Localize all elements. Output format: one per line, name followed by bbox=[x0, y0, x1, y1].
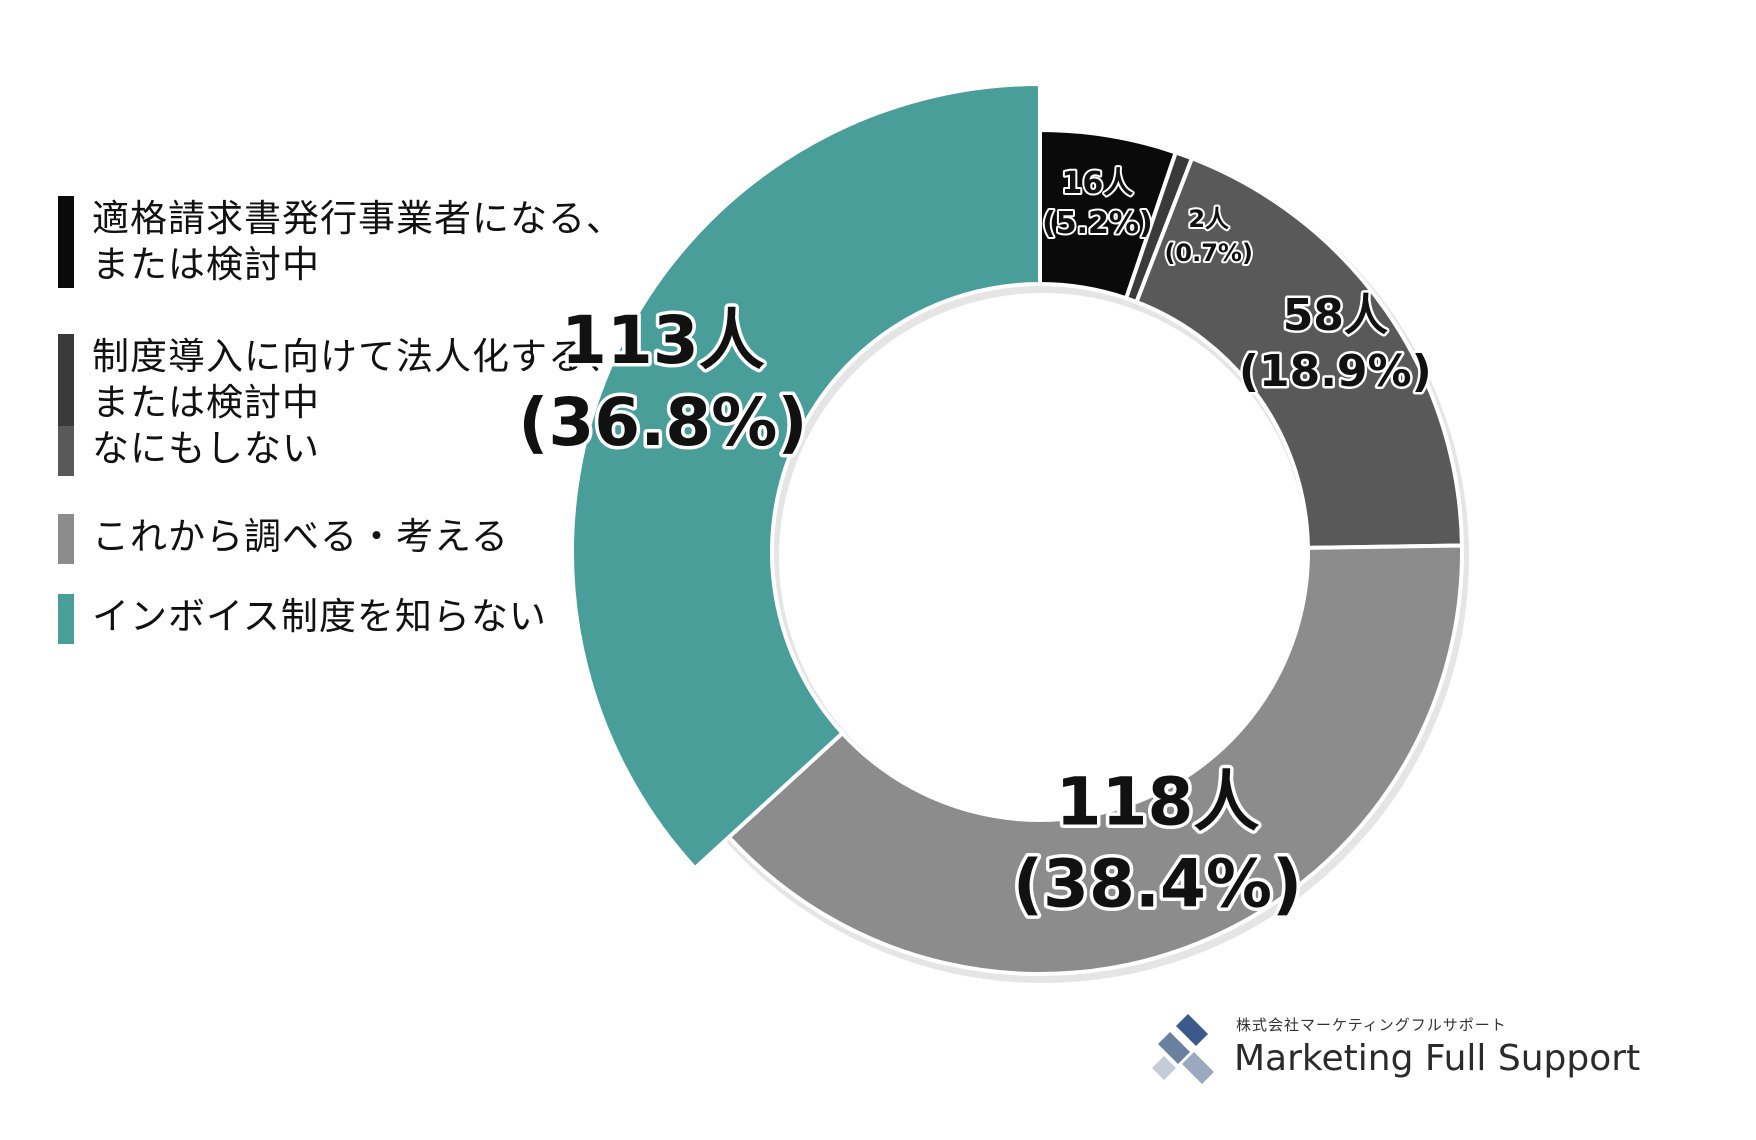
slice-percent-label: (0.7%) bbox=[1164, 239, 1253, 267]
legend-item: これから調べる・考える bbox=[58, 514, 509, 564]
legend-swatch bbox=[58, 196, 74, 288]
slice-percent-label: (18.9%) bbox=[1239, 346, 1432, 397]
legend-swatch bbox=[58, 334, 74, 426]
legend-label: 適格請求書発行事業者になる、 または検討中 bbox=[92, 197, 624, 286]
slice-percent-label: (5.2%) bbox=[1042, 206, 1153, 241]
slice-percent-label: (36.8%) bbox=[518, 384, 807, 461]
slice-percent-label: (38.4%) bbox=[1013, 846, 1302, 923]
brand-name: Marketing Full Support bbox=[1234, 1038, 1641, 1079]
slice-count-label: 2人 bbox=[1188, 205, 1229, 233]
donut-slice bbox=[726, 543, 1464, 976]
legend-swatch bbox=[58, 426, 74, 476]
slice-count-label: 16人 bbox=[1062, 166, 1134, 201]
legend-item: なにもしない bbox=[58, 426, 320, 476]
slice-count-label: 58人 bbox=[1283, 290, 1388, 341]
donut-slice bbox=[1133, 155, 1464, 550]
slice-count-label: 118人 bbox=[1056, 764, 1260, 841]
donut-slice bbox=[570, 81, 1042, 872]
legend-swatch bbox=[58, 594, 74, 644]
mfs-logo-icon bbox=[1152, 1014, 1214, 1084]
legend-label: インボイス制度を知らない bbox=[92, 595, 547, 638]
legend-label: 制度導入に向けて法人化する、 または検討中 bbox=[92, 335, 624, 424]
legend-label: なにもしない bbox=[92, 427, 320, 470]
legend-item: インボイス制度を知らない bbox=[58, 594, 547, 644]
legend-item: 制度導入に向けて法人化する、 または検討中 bbox=[58, 334, 624, 426]
slice-count-label: 113人 bbox=[561, 302, 765, 379]
brand-block: 株式会社マーケティングフルサポート Marketing Full Support bbox=[1150, 1008, 1640, 1098]
legend-item: 適格請求書発行事業者になる、 または検討中 bbox=[58, 196, 624, 288]
legend-swatch bbox=[58, 514, 74, 564]
brand-company: 株式会社マーケティングフルサポート bbox=[1236, 1016, 1507, 1034]
legend-label: これから調べる・考える bbox=[92, 515, 509, 558]
